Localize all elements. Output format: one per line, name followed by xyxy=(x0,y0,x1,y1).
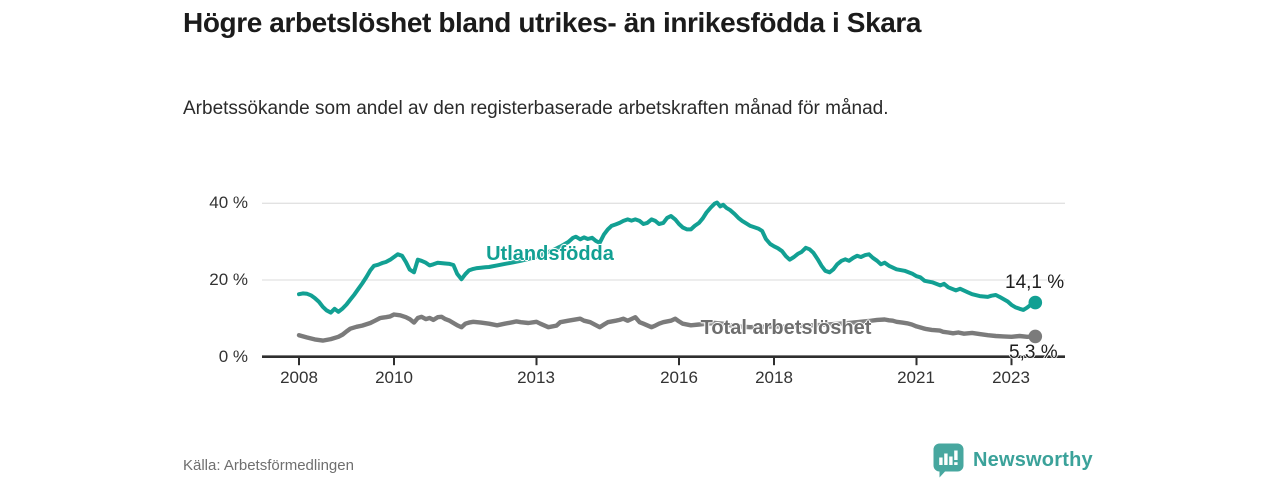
x-axis-label-2008: 2008 xyxy=(280,368,318,387)
x-axis-label-2018: 2018 xyxy=(755,368,793,387)
end-dot-total-arbetsloshet xyxy=(1028,329,1043,344)
x-axis-label-2021: 2021 xyxy=(897,368,935,387)
series-label-utlandsfodda: Utlandsfödda xyxy=(486,243,614,265)
line-utlandsfodda xyxy=(297,200,1038,315)
page-title: Högre arbetslöshet bland utrikes- än inr… xyxy=(183,7,922,38)
x-axis-label-2010: 2010 xyxy=(375,368,413,387)
y-axis-label-40: 40 % xyxy=(209,193,248,212)
line-total-arbetsloshet xyxy=(296,312,1038,343)
end-dot-utlandsfodda xyxy=(1028,295,1043,310)
brand-logo-link[interactable]: Newsworthy xyxy=(933,443,1093,478)
brand-name: Newsworthy xyxy=(973,449,1093,471)
source-note: Källa: Arbetsförmedlingen xyxy=(183,457,354,474)
value-label-utlandsfodda: 14,1 % xyxy=(1005,272,1065,293)
series-label-total-arbetsloshet: Total arbetslöshet xyxy=(700,317,872,339)
y-axis-label-20: 20 % xyxy=(209,270,248,289)
page-subtitle: Arbetssökande som andel av den registerb… xyxy=(183,98,889,119)
x-axis-label-2023: 2023 xyxy=(992,368,1030,387)
value-label-total-arbetsloshet: 5,3 % xyxy=(1009,342,1058,363)
y-axis-label-0: 0 % xyxy=(218,347,248,366)
x-axis-label-2013: 2013 xyxy=(517,368,555,387)
newsworthy-logo-icon xyxy=(933,443,964,478)
x-axis-label-2016: 2016 xyxy=(660,368,698,387)
